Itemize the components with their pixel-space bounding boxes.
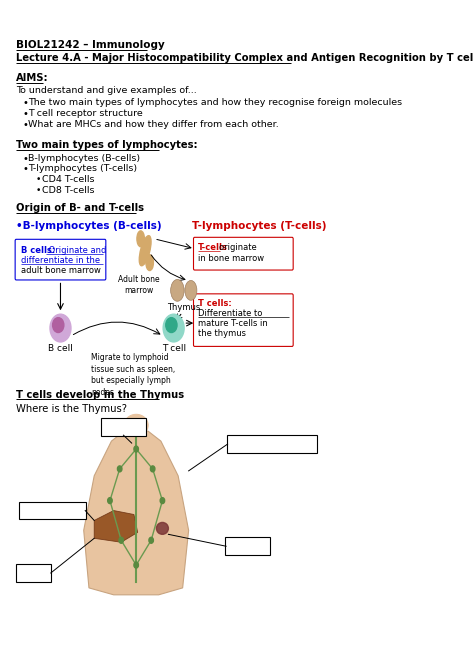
Ellipse shape bbox=[185, 281, 197, 300]
Text: originate: originate bbox=[198, 243, 256, 252]
Text: Where is the Thymus?: Where is the Thymus? bbox=[16, 405, 127, 415]
FancyBboxPatch shape bbox=[193, 294, 293, 346]
Text: in bone marrow: in bone marrow bbox=[198, 254, 264, 263]
Text: Liver: Liver bbox=[22, 569, 45, 578]
Text: Migrate to lymphoid
tissue such as spleen,
but especially lymph
nodes: Migrate to lymphoid tissue such as splee… bbox=[91, 353, 175, 397]
Circle shape bbox=[118, 466, 122, 472]
FancyBboxPatch shape bbox=[225, 537, 270, 555]
Text: T-lymphocytes (T-cells): T-lymphocytes (T-cells) bbox=[28, 164, 137, 174]
Text: CD4 T-cells: CD4 T-cells bbox=[42, 176, 94, 184]
Text: Origin of B- and T-cells: Origin of B- and T-cells bbox=[16, 203, 144, 213]
Polygon shape bbox=[84, 431, 189, 595]
Text: BIOL21242 – Immunology: BIOL21242 – Immunology bbox=[16, 40, 165, 50]
Text: T cells develop in the Thymus: T cells develop in the Thymus bbox=[16, 389, 184, 399]
Circle shape bbox=[119, 537, 123, 543]
Text: Lecture 4.A - Major Histocompatibility Complex and Antigen Recognition by T cell: Lecture 4.A - Major Histocompatibility C… bbox=[16, 54, 474, 64]
Text: Bone Marrow: Bone Marrow bbox=[21, 506, 83, 515]
Text: T cell receptor structure: T cell receptor structure bbox=[28, 109, 143, 118]
Ellipse shape bbox=[139, 236, 151, 266]
Circle shape bbox=[108, 498, 112, 504]
Text: the thymus: the thymus bbox=[198, 329, 246, 338]
FancyBboxPatch shape bbox=[16, 564, 52, 582]
FancyBboxPatch shape bbox=[15, 239, 106, 280]
Circle shape bbox=[149, 537, 154, 543]
Circle shape bbox=[160, 498, 164, 504]
Text: T cells:: T cells: bbox=[198, 299, 231, 308]
Text: adult bone marrow: adult bone marrow bbox=[21, 265, 100, 275]
Text: What are MHCs and how they differ from each other.: What are MHCs and how they differ from e… bbox=[28, 120, 279, 129]
Ellipse shape bbox=[50, 314, 71, 342]
Ellipse shape bbox=[53, 318, 64, 332]
Text: Two main types of lymphocytes:: Two main types of lymphocytes: bbox=[16, 139, 198, 149]
Ellipse shape bbox=[156, 523, 168, 535]
Text: •B-lymphocytes (B-cells): •B-lymphocytes (B-cells) bbox=[16, 221, 162, 231]
Text: •: • bbox=[36, 186, 41, 195]
Text: •: • bbox=[36, 176, 41, 184]
Polygon shape bbox=[94, 511, 137, 542]
Text: The two main types of lymphocytes and how they recognise foreign molecules: The two main types of lymphocytes and ho… bbox=[28, 98, 402, 107]
Text: CD8 T-cells: CD8 T-cells bbox=[42, 186, 94, 195]
Text: mature T-cells in: mature T-cells in bbox=[198, 319, 267, 328]
Circle shape bbox=[150, 466, 155, 472]
Ellipse shape bbox=[166, 318, 177, 332]
Text: Thymus: Thymus bbox=[105, 423, 142, 431]
Text: B-lymphocytes (B-cells): B-lymphocytes (B-cells) bbox=[28, 153, 140, 163]
Text: •: • bbox=[22, 164, 28, 174]
Text: Spleen: Spleen bbox=[232, 542, 264, 551]
Text: B cells:: B cells: bbox=[21, 246, 55, 255]
Text: Thymus: Thymus bbox=[167, 304, 201, 312]
FancyBboxPatch shape bbox=[101, 418, 146, 436]
FancyBboxPatch shape bbox=[227, 435, 317, 453]
Text: differentiate in the: differentiate in the bbox=[21, 256, 100, 265]
Text: T-lymphocytes (T-cells): T-lymphocytes (T-cells) bbox=[191, 221, 326, 231]
Ellipse shape bbox=[137, 231, 145, 247]
Text: Differentiate to: Differentiate to bbox=[198, 310, 262, 318]
FancyBboxPatch shape bbox=[193, 237, 293, 270]
Ellipse shape bbox=[124, 414, 148, 436]
Text: AIMS:: AIMS: bbox=[16, 73, 49, 83]
Ellipse shape bbox=[171, 279, 184, 302]
FancyBboxPatch shape bbox=[18, 502, 86, 519]
Text: T-cells: T-cells bbox=[198, 243, 228, 252]
Text: •: • bbox=[22, 98, 28, 108]
Text: •: • bbox=[22, 120, 28, 130]
Text: Adult bone
marrow: Adult bone marrow bbox=[118, 275, 160, 295]
Text: Originate and: Originate and bbox=[46, 246, 107, 255]
Text: •: • bbox=[22, 109, 28, 119]
Circle shape bbox=[134, 562, 138, 568]
Text: T cell: T cell bbox=[162, 344, 186, 353]
Ellipse shape bbox=[163, 314, 184, 342]
Text: B cell: B cell bbox=[48, 344, 73, 353]
Circle shape bbox=[134, 446, 138, 452]
Ellipse shape bbox=[146, 255, 154, 271]
Text: •: • bbox=[22, 153, 28, 163]
Text: Lymphatic System: Lymphatic System bbox=[228, 440, 315, 449]
Text: To understand and give examples of...: To understand and give examples of... bbox=[16, 86, 197, 95]
